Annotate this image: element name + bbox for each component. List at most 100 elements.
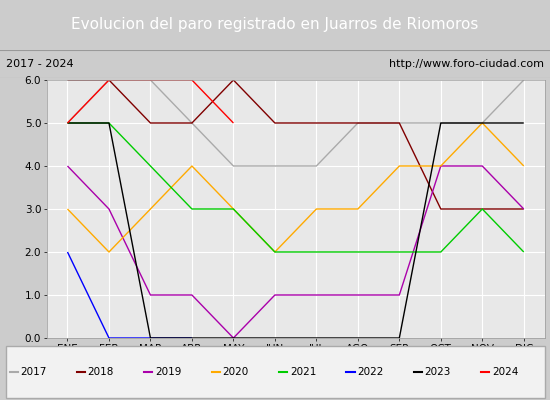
- 2023: [355, 336, 361, 340]
- 2018: [230, 78, 236, 82]
- 2024: [106, 78, 112, 82]
- 2023: [230, 336, 236, 340]
- Text: 2019: 2019: [155, 367, 182, 377]
- 2021: [355, 250, 361, 254]
- 2019: [106, 206, 112, 211]
- 2021: [313, 250, 320, 254]
- 2024: [189, 78, 195, 82]
- 2018: [355, 121, 361, 126]
- 2021: [272, 250, 278, 254]
- 2020: [520, 164, 527, 168]
- 2019: [189, 293, 195, 298]
- 2021: [147, 164, 154, 168]
- 2019: [396, 293, 403, 298]
- 2023: [106, 121, 112, 126]
- 2023: [520, 121, 527, 126]
- 2023: [396, 336, 403, 340]
- 2019: [64, 164, 71, 168]
- 2018: [64, 78, 71, 82]
- 2022: [106, 336, 112, 340]
- 2019: [147, 293, 154, 298]
- 2018: [396, 121, 403, 126]
- 2020: [230, 206, 236, 211]
- 2018: [437, 206, 444, 211]
- 2020: [355, 206, 361, 211]
- 2020: [272, 250, 278, 254]
- 2018: [520, 206, 527, 211]
- 2017: [272, 164, 278, 168]
- 2020: [64, 206, 71, 211]
- 2020: [396, 164, 403, 168]
- Line: 2018: 2018: [68, 80, 524, 209]
- 2017: [189, 121, 195, 126]
- 2017: [147, 78, 154, 82]
- 2024: [230, 121, 236, 126]
- 2023: [272, 336, 278, 340]
- Text: 2022: 2022: [357, 367, 383, 377]
- 2024: [147, 78, 154, 82]
- 2021: [396, 250, 403, 254]
- 2022: [64, 250, 71, 254]
- 2017: [64, 121, 71, 126]
- 2020: [106, 250, 112, 254]
- 2017: [313, 164, 320, 168]
- 2018: [313, 121, 320, 126]
- 2020: [437, 164, 444, 168]
- 2023: [437, 121, 444, 126]
- 2019: [437, 164, 444, 168]
- 2017: [479, 121, 486, 126]
- Line: 2024: 2024: [68, 80, 233, 123]
- 2019: [520, 206, 527, 211]
- 2021: [230, 206, 236, 211]
- Text: Evolucion del paro registrado en Juarros de Riomoros: Evolucion del paro registrado en Juarros…: [72, 18, 478, 32]
- Text: 2018: 2018: [87, 367, 114, 377]
- Text: 2017 - 2024: 2017 - 2024: [6, 59, 73, 69]
- 2021: [106, 121, 112, 126]
- 2017: [106, 78, 112, 82]
- 2021: [437, 250, 444, 254]
- Line: 2022: 2022: [68, 252, 192, 338]
- 2023: [189, 336, 195, 340]
- Line: 2017: 2017: [68, 80, 524, 166]
- 2017: [355, 121, 361, 126]
- 2018: [272, 121, 278, 126]
- Line: 2023: 2023: [68, 123, 524, 338]
- Text: 2017: 2017: [20, 367, 47, 377]
- 2020: [147, 206, 154, 211]
- 2017: [520, 78, 527, 82]
- 2023: [64, 121, 71, 126]
- Text: 2021: 2021: [290, 367, 316, 377]
- 2017: [230, 164, 236, 168]
- 2018: [479, 206, 486, 211]
- 2017: [396, 121, 403, 126]
- 2019: [230, 336, 236, 340]
- 2021: [520, 250, 527, 254]
- 2020: [313, 206, 320, 211]
- 2018: [147, 121, 154, 126]
- 2023: [479, 121, 486, 126]
- 2018: [106, 78, 112, 82]
- 2024: [64, 121, 71, 126]
- 2019: [313, 293, 320, 298]
- Line: 2021: 2021: [68, 123, 524, 252]
- 2023: [147, 336, 154, 340]
- 2022: [189, 336, 195, 340]
- 2021: [479, 206, 486, 211]
- 2022: [147, 336, 154, 340]
- 2019: [272, 293, 278, 298]
- 2020: [479, 121, 486, 126]
- 2019: [479, 164, 486, 168]
- Line: 2019: 2019: [68, 166, 524, 338]
- 2021: [64, 121, 71, 126]
- Text: 2024: 2024: [492, 367, 518, 377]
- 2019: [355, 293, 361, 298]
- 2021: [189, 206, 195, 211]
- 2018: [189, 121, 195, 126]
- 2023: [313, 336, 320, 340]
- 2020: [189, 164, 195, 168]
- Text: http://www.foro-ciudad.com: http://www.foro-ciudad.com: [389, 59, 544, 69]
- Line: 2020: 2020: [68, 123, 524, 252]
- Text: 2020: 2020: [222, 367, 249, 377]
- 2017: [437, 121, 444, 126]
- Text: 2023: 2023: [425, 367, 451, 377]
